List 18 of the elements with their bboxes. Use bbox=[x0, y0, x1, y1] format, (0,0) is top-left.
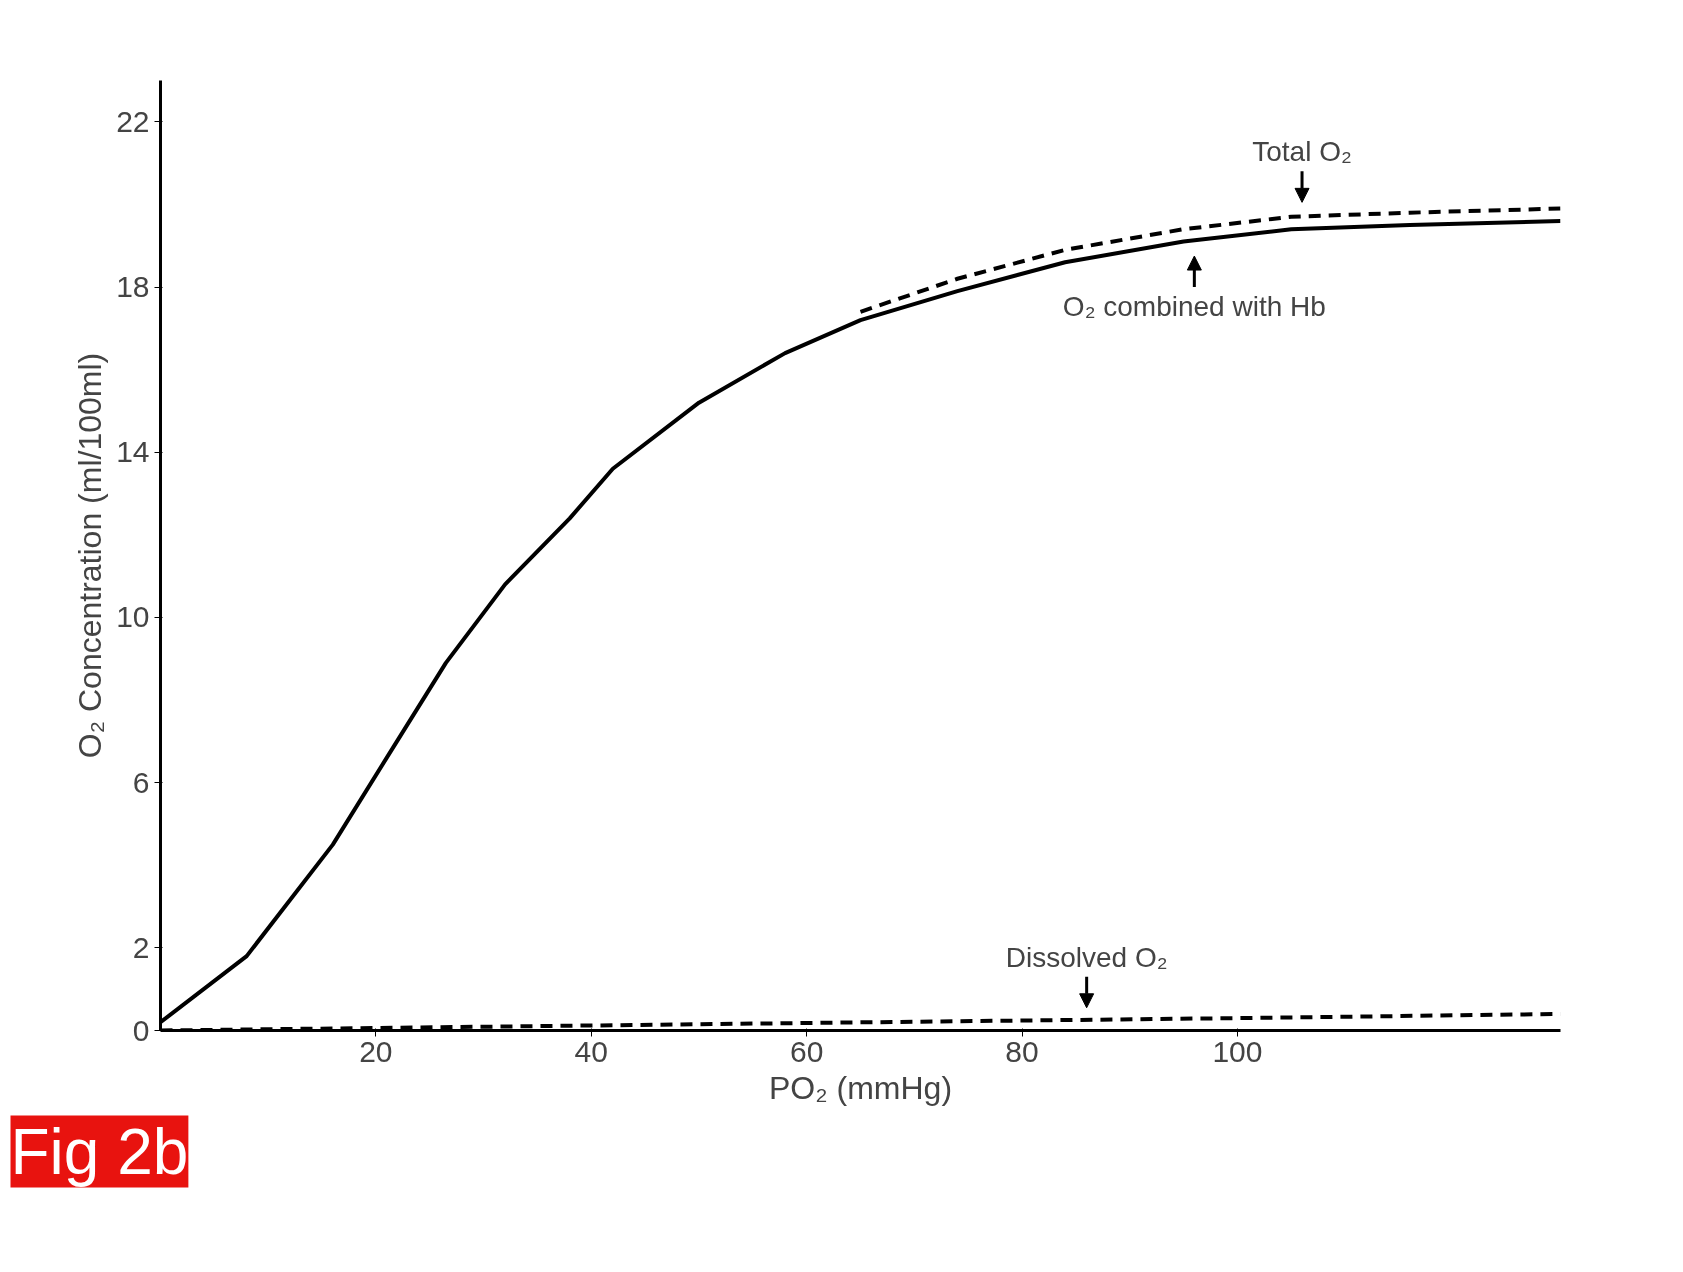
y-tick-label: 0 bbox=[132, 1013, 150, 1047]
x-tick-label: 60 bbox=[789, 1034, 824, 1068]
y-tick-label: 14 bbox=[116, 435, 150, 469]
x-tick-label: 40 bbox=[574, 1034, 608, 1068]
y-tick-label: 18 bbox=[116, 270, 150, 304]
x-tick-label: 80 bbox=[1005, 1034, 1039, 1068]
caption: Fig 2b bbox=[10, 1115, 189, 1188]
y-axis-title: O₂ Concentration (ml/100ml) bbox=[72, 352, 109, 759]
annotation: O₂ combined with Hb bbox=[1062, 291, 1326, 323]
x-axis-title: PO₂ (mmHg) bbox=[768, 1069, 953, 1106]
annotation: Total O₂ bbox=[1252, 136, 1352, 168]
y-tick-label: 2 bbox=[132, 930, 150, 964]
y-tick-label: 10 bbox=[116, 600, 150, 634]
y-tick-label: 6 bbox=[132, 765, 150, 799]
annotation: Dissolved O₂ bbox=[1005, 941, 1168, 973]
x-tick-label: 20 bbox=[359, 1034, 393, 1068]
y-tick-label: 22 bbox=[116, 104, 150, 138]
x-tick-label: 100 bbox=[1212, 1034, 1263, 1068]
